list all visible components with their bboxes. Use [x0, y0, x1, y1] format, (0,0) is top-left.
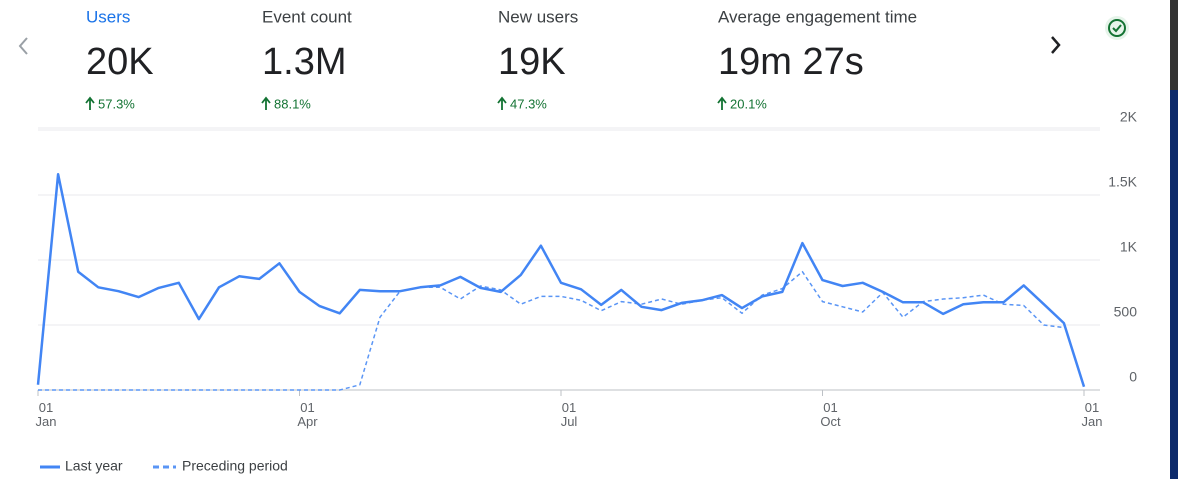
metric-change: 47.3%: [510, 96, 547, 111]
status-icon[interactable]: [1105, 16, 1129, 40]
x-tick-label: 01 Oct: [820, 400, 841, 429]
next-arrow[interactable]: [1051, 36, 1061, 54]
series-line: [38, 270, 1064, 391]
up-arrow: [261, 96, 271, 110]
y-tick-label: 0: [1129, 369, 1137, 385]
legend-label: Last year: [65, 458, 123, 474]
up-arrow: [85, 96, 95, 110]
y-tick-label: 1K: [1120, 239, 1138, 255]
y-tick-label: 1.5K: [1108, 174, 1137, 190]
metric-value: 20K: [86, 41, 154, 83]
prev-arrow[interactable]: [18, 37, 28, 55]
up-arrow: [717, 96, 727, 110]
metric-value: 1.3M: [262, 41, 346, 83]
side-strip: [1170, 0, 1178, 479]
legend-label: Preceding period: [182, 458, 288, 474]
series-line: [36, 172, 1086, 388]
x-tick-label: 01 Apr: [297, 400, 318, 429]
metric-change: 20.1%: [730, 96, 767, 111]
metric-label: New users: [498, 7, 578, 26]
legend: Last year Preceding period: [40, 458, 288, 474]
x-tick-label: 01 Jan: [35, 400, 57, 429]
x-tick-label: 01 Jan: [1081, 400, 1103, 429]
y-tick-label: 500: [1114, 304, 1138, 320]
metric-label: Average engagement time: [718, 7, 917, 26]
metric-change: 88.1%: [274, 96, 311, 111]
x-tick-label: 01 Jul: [560, 400, 578, 429]
metric-value: 19m 27s: [718, 41, 864, 83]
y-tick-label: 2K: [1120, 109, 1138, 125]
metric-change: 57.3%: [98, 96, 135, 111]
metric-label: Users: [86, 7, 130, 26]
metric-value: 19K: [498, 41, 566, 83]
metric-label: Event count: [262, 7, 352, 26]
up-arrow: [497, 96, 507, 110]
side-strip-top: [1170, 0, 1178, 90]
